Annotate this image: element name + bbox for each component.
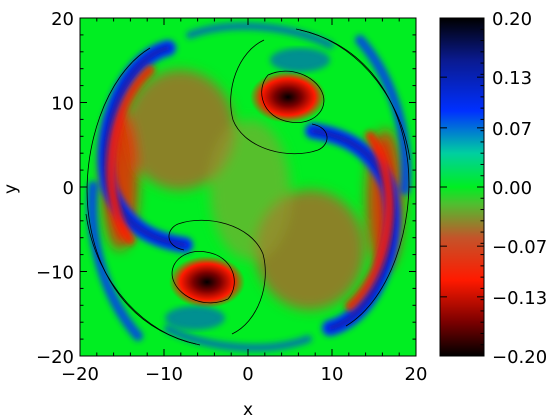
- y-tick-label: 10: [51, 94, 74, 115]
- lower-vortex-core: [169, 256, 245, 308]
- x-tick-label: 0: [242, 364, 253, 385]
- x-tick-label: 10: [321, 364, 344, 385]
- colorbar-tick-label: 0.00: [492, 178, 532, 199]
- plot-area: [80, 18, 416, 356]
- y-tick-label: −20: [36, 347, 74, 368]
- vortex-cores: [165, 48, 330, 330]
- axis-ticks: [79, 17, 417, 357]
- colorbar-ticks: [440, 17, 484, 357]
- colorbar-tick-label: 0.07: [492, 119, 532, 140]
- colorbar: 0.20 0.13 0.07 0.00 −0.07 −0.13 −0.20: [439, 9, 547, 368]
- y-axis-title: y: [1, 184, 21, 194]
- upper-vortex-core: [250, 71, 326, 123]
- negative-spiral-arms: [106, 65, 394, 311]
- colorbar-tick-labels: 0.20 0.13 0.07 0.00 −0.07 −0.13 −0.20: [492, 9, 547, 368]
- x-tick-label: −20: [61, 364, 99, 385]
- colorbar-tick-label: 0.13: [492, 68, 532, 89]
- y-tick-label: 20: [51, 9, 74, 30]
- colorbar-tick-label: 0.20: [492, 9, 532, 30]
- x-tick-label: −10: [145, 364, 183, 385]
- x-tick-label: 20: [405, 364, 428, 385]
- y-tick-label: 0: [63, 178, 74, 199]
- colorbar-tick-label: −0.07: [492, 237, 547, 258]
- colorbar-tick-label: −0.20: [492, 347, 547, 368]
- colorbar-tick-label: −0.13: [492, 288, 547, 309]
- contour-lines: [85, 28, 411, 346]
- x-tick-labels: −20 −10 0 10 20: [61, 364, 427, 385]
- y-tick-labels: −20 −10 0 10 20: [36, 9, 74, 368]
- colorbar-fill: [440, 18, 484, 356]
- y-tick-label: −10: [36, 263, 74, 284]
- x-axis-title: x: [243, 400, 253, 420]
